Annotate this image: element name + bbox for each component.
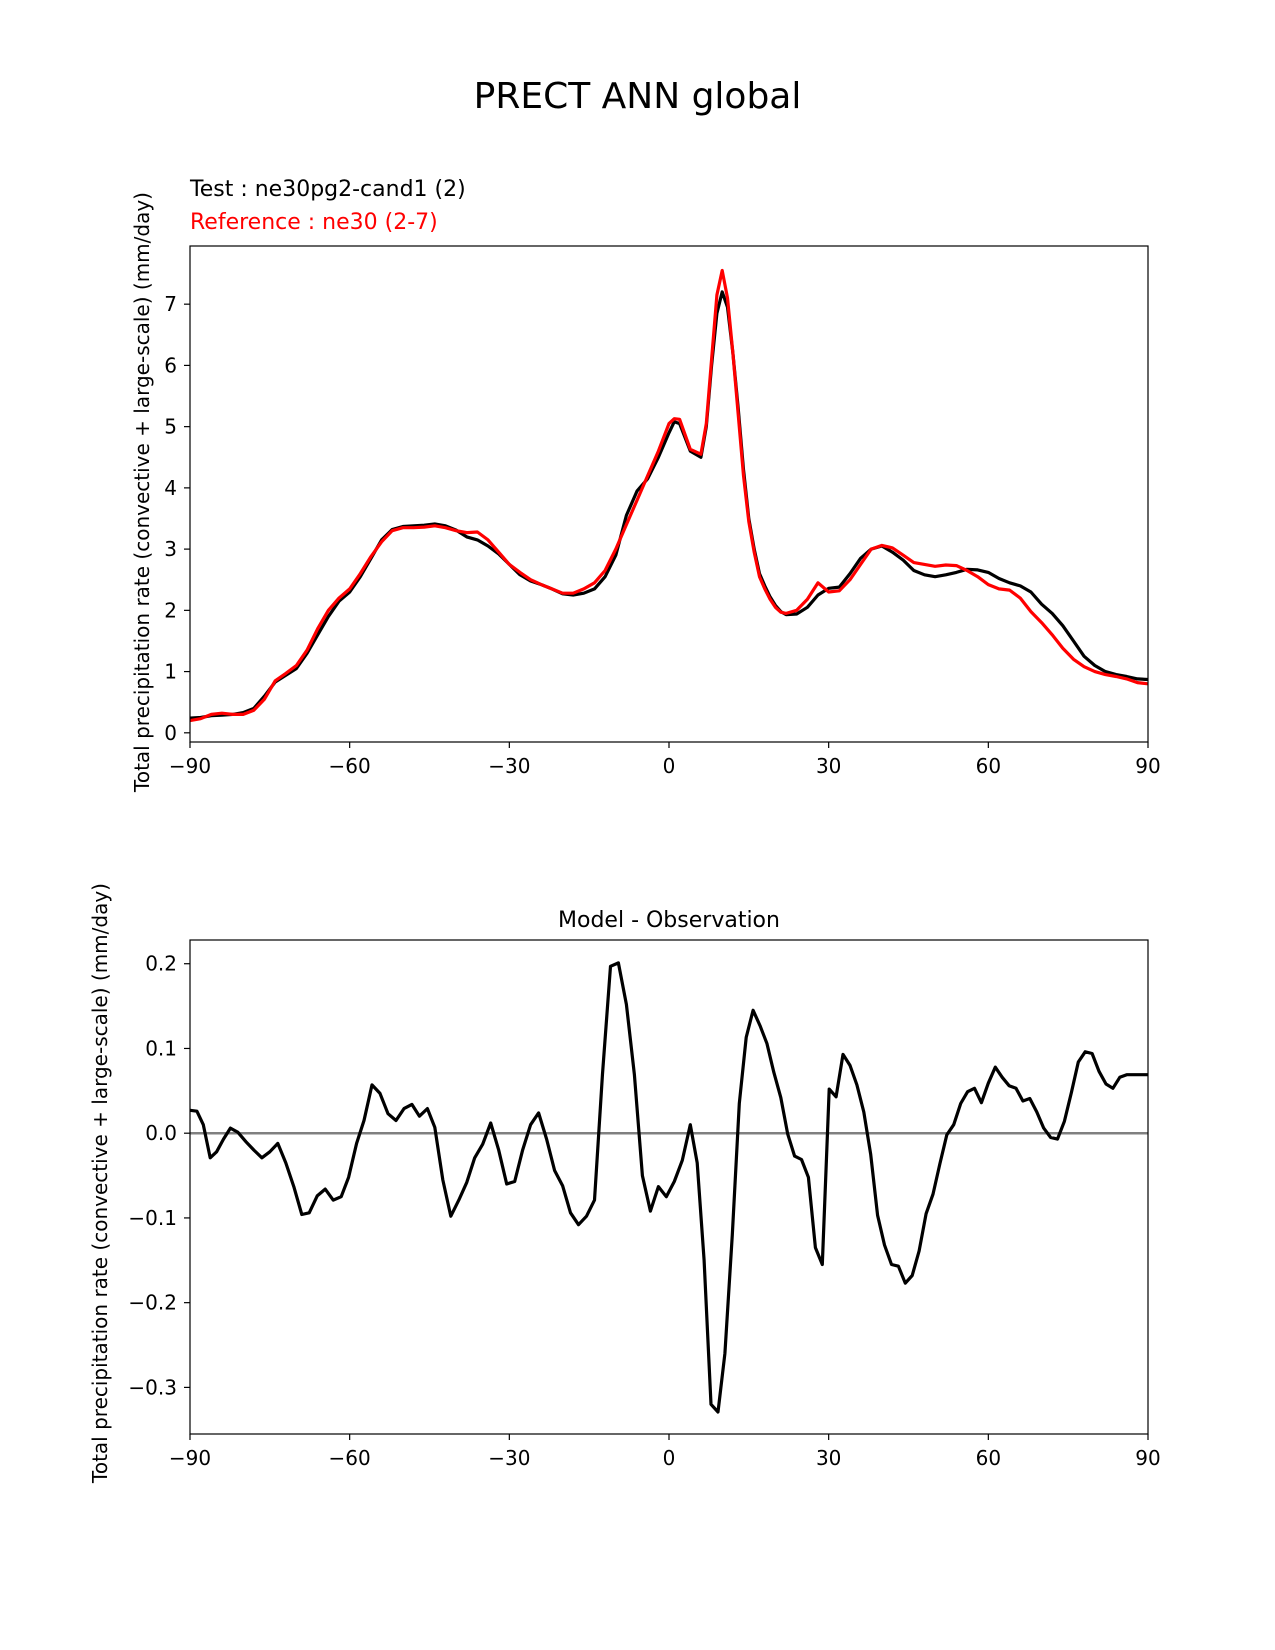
bottom-x-tick-label: −60 xyxy=(329,1446,371,1470)
top-y-axis-label: Total precipitation rate (convective + l… xyxy=(130,192,154,793)
top-y-tick-label: 2 xyxy=(164,598,177,622)
bottom-y-tick-label: 0.1 xyxy=(145,1036,177,1060)
top-x-tick-label: 90 xyxy=(1135,754,1160,778)
top-y-tick-label: 0 xyxy=(164,721,177,745)
bottom-y-tick-label: −0.1 xyxy=(128,1206,177,1230)
top-x-tick-label: −90 xyxy=(169,754,211,778)
top-y-tick-label: 1 xyxy=(164,660,177,684)
top-y-tick-label: 4 xyxy=(164,476,177,500)
difference-series-line xyxy=(190,961,1148,1414)
legend-test-label: Test : ne30pg2-cand1 (2) xyxy=(189,177,466,202)
bottom-chart: Model - Observation Total precipitation … xyxy=(88,883,1161,1484)
top-x-tick-label: 30 xyxy=(816,754,841,778)
top-y-tick-label: 3 xyxy=(164,537,177,561)
top-x-tick-label: 60 xyxy=(976,754,1001,778)
top-chart: Test : ne30pg2-cand1 (2) Reference : ne3… xyxy=(130,177,1161,793)
top-plot-frame xyxy=(189,245,1149,743)
bottom-x-tick-label: −90 xyxy=(169,1446,211,1470)
figure-title: PRECT ANN global xyxy=(474,76,802,117)
top-y-tick-label: 7 xyxy=(164,292,177,316)
bottom-y-tick-label: −0.2 xyxy=(128,1291,177,1315)
bottom-y-tick-label: 0.2 xyxy=(145,952,177,976)
top-y-tick-label: 6 xyxy=(164,353,177,377)
bottom-y-axis-label: Total precipitation rate (convective + l… xyxy=(88,883,112,1484)
bottom-x-tick-label: 30 xyxy=(816,1446,841,1470)
bottom-x-tick-label: −30 xyxy=(488,1446,530,1470)
top-y-tick-label: 5 xyxy=(164,415,177,439)
bottom-y-tick-label: −0.3 xyxy=(128,1375,177,1399)
legend-reference-label: Reference : ne30 (2-7) xyxy=(190,210,438,235)
bottom-chart-title: Model - Observation xyxy=(558,908,780,933)
top-x-tick-label: −30 xyxy=(488,754,530,778)
reference-series-line xyxy=(190,268,1148,723)
bottom-plot-frame xyxy=(189,939,1149,1435)
bottom-x-tick-label: 90 xyxy=(1135,1446,1160,1470)
top-x-tick-label: −60 xyxy=(329,754,371,778)
bottom-y-tick-label: 0.0 xyxy=(145,1121,177,1145)
top-x-tick-label: 0 xyxy=(663,754,676,778)
bottom-x-tick-label: 60 xyxy=(976,1446,1001,1470)
bottom-x-tick-label: 0 xyxy=(663,1446,676,1470)
